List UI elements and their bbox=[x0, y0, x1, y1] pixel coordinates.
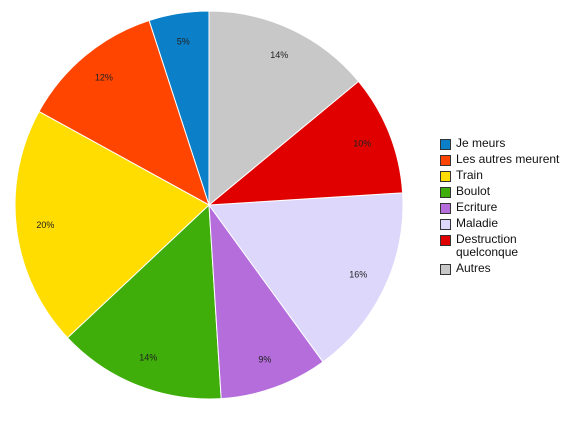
legend-label: Ecriture bbox=[456, 200, 498, 214]
legend-item: Boulot bbox=[440, 185, 575, 198]
pie-slice bbox=[208, 10, 360, 207]
legend-item: Maladie bbox=[440, 217, 575, 230]
legend-swatch bbox=[440, 203, 451, 214]
legend-label: Je meurs bbox=[456, 136, 506, 150]
value-label: 14% bbox=[270, 50, 288, 60]
legend-item: Train bbox=[440, 169, 575, 182]
value-label: 16% bbox=[349, 270, 367, 280]
legend-label: Maladie bbox=[456, 216, 499, 230]
legend-swatch bbox=[440, 235, 451, 246]
value-label: 14% bbox=[139, 353, 157, 363]
legend-swatch bbox=[440, 171, 451, 182]
legend-label: Boulot bbox=[456, 184, 491, 198]
legend-label: Destruction quelconque bbox=[456, 232, 519, 259]
value-label: 9% bbox=[258, 355, 271, 365]
value-label: 10% bbox=[353, 139, 371, 149]
pie-area: 5% 12% 20% 14% 9% 16% 10% 14% bbox=[14, 10, 404, 400]
legend-label: Train bbox=[456, 168, 483, 182]
legend-swatch bbox=[440, 139, 451, 150]
value-label: 20% bbox=[36, 220, 54, 230]
legend-swatch bbox=[440, 264, 451, 275]
legend: Je meurs Les autres meurent Train Boulot Ecr… bbox=[440, 137, 575, 278]
legend-label: Autres bbox=[456, 261, 491, 275]
value-label: 12% bbox=[95, 72, 113, 82]
pie-slice bbox=[14, 110, 210, 339]
legend-item: Destruction quelconque bbox=[440, 233, 575, 259]
pie-slice bbox=[38, 19, 210, 207]
pie-slice bbox=[207, 80, 404, 206]
pie-slice bbox=[208, 192, 404, 363]
value-label: 5% bbox=[177, 37, 190, 47]
legend-item: Je meurs bbox=[440, 137, 575, 150]
legend-label: Les autres meurent bbox=[456, 152, 560, 166]
pie-slice bbox=[208, 203, 324, 400]
legend-swatch bbox=[440, 187, 451, 198]
legend-item: Les autres meurent bbox=[440, 153, 575, 166]
legend-swatch bbox=[440, 219, 451, 230]
legend-swatch bbox=[440, 155, 451, 166]
legend-item: Ecriture bbox=[440, 201, 575, 214]
legend-item: Autres bbox=[440, 262, 575, 275]
pie-slice bbox=[66, 203, 222, 400]
